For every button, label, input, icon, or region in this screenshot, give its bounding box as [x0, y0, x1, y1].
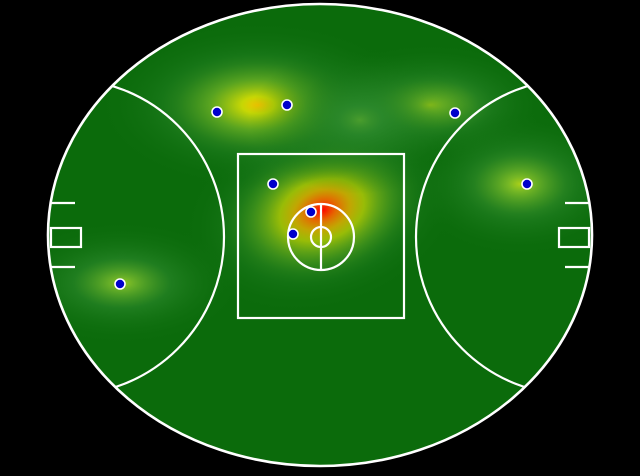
- player-position-marker[interactable]: [267, 178, 279, 190]
- player-position-marker[interactable]: [281, 99, 293, 111]
- goal-square-right: [557, 226, 591, 249]
- marker-layer: [114, 99, 533, 290]
- player-position-marker[interactable]: [114, 278, 126, 290]
- player-position-marker[interactable]: [287, 228, 299, 240]
- player-position-marker[interactable]: [305, 206, 317, 218]
- player-position-marker[interactable]: [211, 106, 223, 118]
- heatmap-hotspot: [249, 46, 471, 194]
- player-position-marker[interactable]: [521, 178, 533, 190]
- player-position-marker[interactable]: [449, 107, 461, 119]
- field-group: [48, 4, 592, 466]
- goal-square-left: [49, 226, 83, 249]
- heatmap-layer: [48, 19, 592, 346]
- centre-square: [236, 152, 406, 320]
- boundary-line: [46, 2, 594, 468]
